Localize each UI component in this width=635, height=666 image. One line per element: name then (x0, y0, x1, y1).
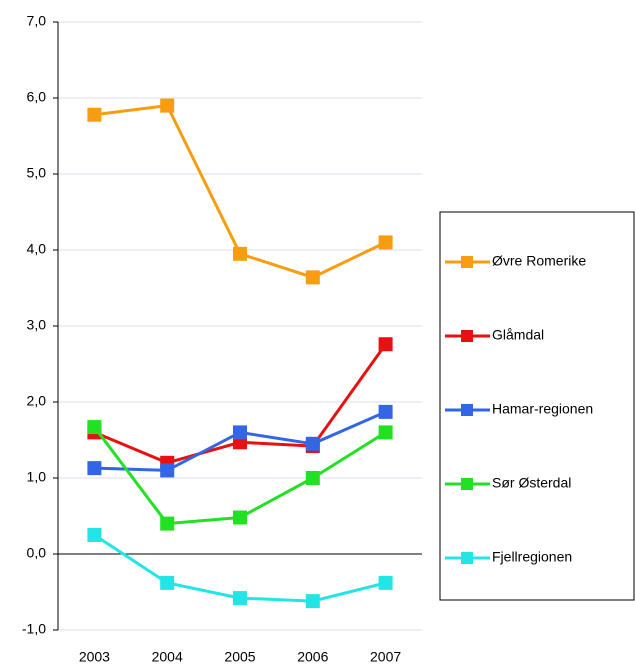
point-marker (378, 404, 393, 419)
point-marker (160, 463, 175, 478)
point-marker (378, 425, 393, 440)
legend-marker (461, 552, 473, 564)
y-tick-label: 5,0 (27, 165, 47, 181)
x-tick-label: 2004 (152, 649, 183, 665)
point-marker (233, 510, 247, 525)
point-marker (87, 107, 102, 122)
legend-label: Hamar-regionen (492, 401, 593, 417)
point-marker (378, 235, 393, 250)
y-tick-label: 7,0 (27, 13, 47, 29)
point-marker (233, 246, 247, 261)
y-tick-label: 3,0 (27, 317, 47, 333)
point-marker (305, 471, 320, 485)
x-tick-label: 2007 (370, 649, 401, 665)
legend-label: Øvre Romerike (492, 253, 586, 269)
point-marker (87, 461, 102, 476)
legend-marker (461, 404, 473, 416)
legend-label: Glåmdal (492, 327, 544, 343)
point-marker (160, 98, 175, 113)
x-tick-label: 2003 (79, 649, 110, 665)
legend-label: Fjellregionen (492, 549, 572, 565)
y-tick-label: 4,0 (27, 241, 47, 257)
point-marker (87, 420, 102, 435)
point-marker (160, 575, 175, 590)
x-tick-label: 2006 (297, 649, 328, 665)
point-marker (305, 270, 320, 285)
point-marker (378, 575, 393, 590)
y-tick-label: 6,0 (27, 89, 47, 105)
point-marker (305, 436, 320, 451)
point-marker (160, 516, 175, 531)
point-marker (233, 425, 247, 440)
legend-label: Sør Østerdal (492, 475, 571, 491)
y-tick-label: -1,0 (22, 621, 46, 637)
legend-marker (461, 256, 473, 268)
legend-marker (461, 330, 473, 342)
y-tick-label: 0,0 (27, 545, 47, 561)
y-tick-label: 1,0 (27, 469, 47, 485)
point-marker (87, 528, 102, 542)
legend-marker (461, 478, 473, 490)
point-marker (378, 337, 393, 352)
point-marker (305, 594, 320, 609)
point-marker (233, 591, 247, 606)
x-tick-label: 2005 (224, 649, 255, 665)
y-tick-label: 2,0 (27, 393, 47, 409)
